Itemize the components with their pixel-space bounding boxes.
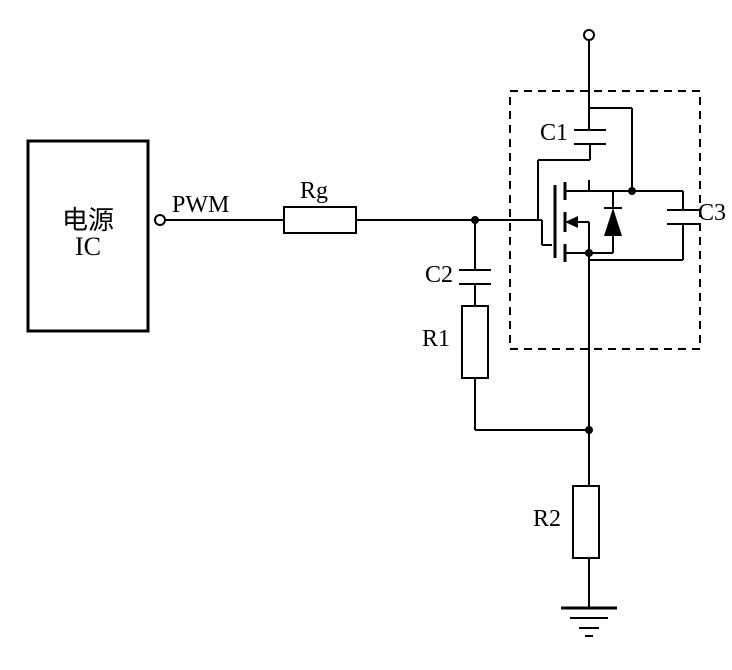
resistor-r2 (573, 486, 599, 558)
resistor-r1 (462, 306, 488, 378)
mos-body-arrow (565, 216, 578, 228)
diode-triangle (604, 208, 622, 236)
circuit-schematic (0, 0, 732, 670)
c3-label: C3 (698, 200, 726, 227)
pwm-label: PWM (172, 192, 229, 219)
c1-label: C1 (540, 120, 568, 147)
r1-label: R1 (422, 326, 450, 353)
rg-label: Rg (300, 178, 328, 205)
ic-label-2: IC (56, 232, 120, 262)
c2-label: C2 (425, 262, 453, 289)
drain-terminal (584, 30, 594, 40)
pwm-pin (155, 215, 165, 225)
resistor-rg (284, 207, 356, 233)
r2-label: R2 (533, 506, 561, 533)
